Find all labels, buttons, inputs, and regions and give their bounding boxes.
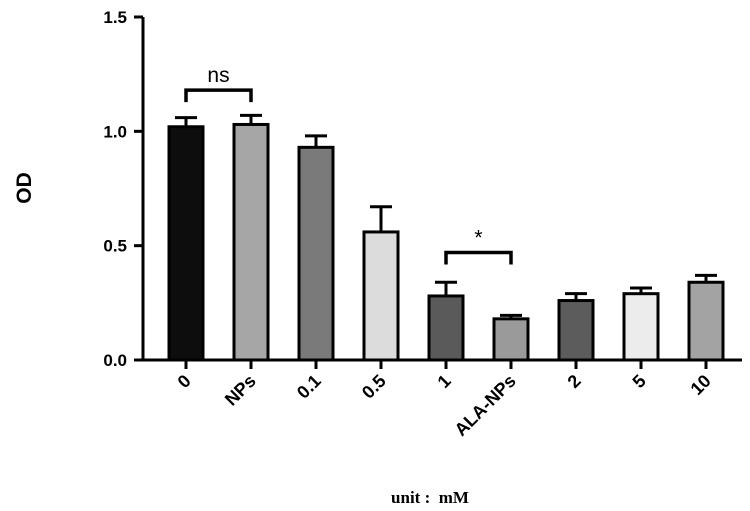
significance-label: ns (207, 64, 229, 87)
y-tick-label: 1.0 (103, 122, 127, 141)
x-tick-label-0: 0 (174, 371, 195, 392)
y-axis-title: OD (13, 172, 36, 204)
x-tick-label-1: 1 (434, 371, 455, 392)
bar-ALA-NPs (492, 317, 530, 362)
bar-10 (687, 280, 725, 362)
significance-bracket: ns (184, 64, 253, 103)
significance-bracket: * (444, 227, 513, 265)
error-bar-10 (695, 273, 717, 283)
bar-1 (427, 294, 465, 362)
bar-0 (167, 125, 205, 362)
bar-2 (557, 299, 595, 362)
y-tick-label: 0.0 (103, 351, 127, 370)
x-tick-label-ALA-NPs: ALA-NPs (451, 371, 520, 440)
significance-layer: ns * (184, 64, 513, 265)
error-bar-ALA-NPs (500, 313, 522, 319)
bars-layer (167, 113, 725, 362)
error-bar-0.1 (305, 134, 327, 148)
x-tick-label-10: 10 (687, 371, 715, 399)
x-axis-title: unit : mM (391, 488, 469, 507)
error-bar-NPs (240, 113, 262, 125)
y-tick-label: 1.5 (103, 8, 127, 27)
error-bar-1 (435, 280, 457, 296)
error-bar-5 (630, 286, 652, 294)
bar-NPs (232, 122, 270, 362)
y-tick-label: 0.5 (103, 237, 127, 256)
x-tick-label-0.1: 0.1 (293, 371, 325, 403)
bar-0.1 (297, 145, 335, 362)
significance-label: * (474, 227, 482, 250)
x-tick-label-2: 2 (564, 371, 585, 392)
axes-layer (134, 15, 742, 369)
x-tick-label-0.5: 0.5 (358, 371, 390, 403)
bar-0.5 (362, 230, 400, 362)
x-tick-label-5: 5 (629, 371, 650, 392)
bar-5 (622, 292, 660, 362)
x-tick-label-NPs: NPs (221, 371, 260, 410)
error-bar-0.5 (370, 205, 392, 232)
error-bar-2 (565, 292, 587, 301)
error-bar-0 (175, 116, 197, 127)
